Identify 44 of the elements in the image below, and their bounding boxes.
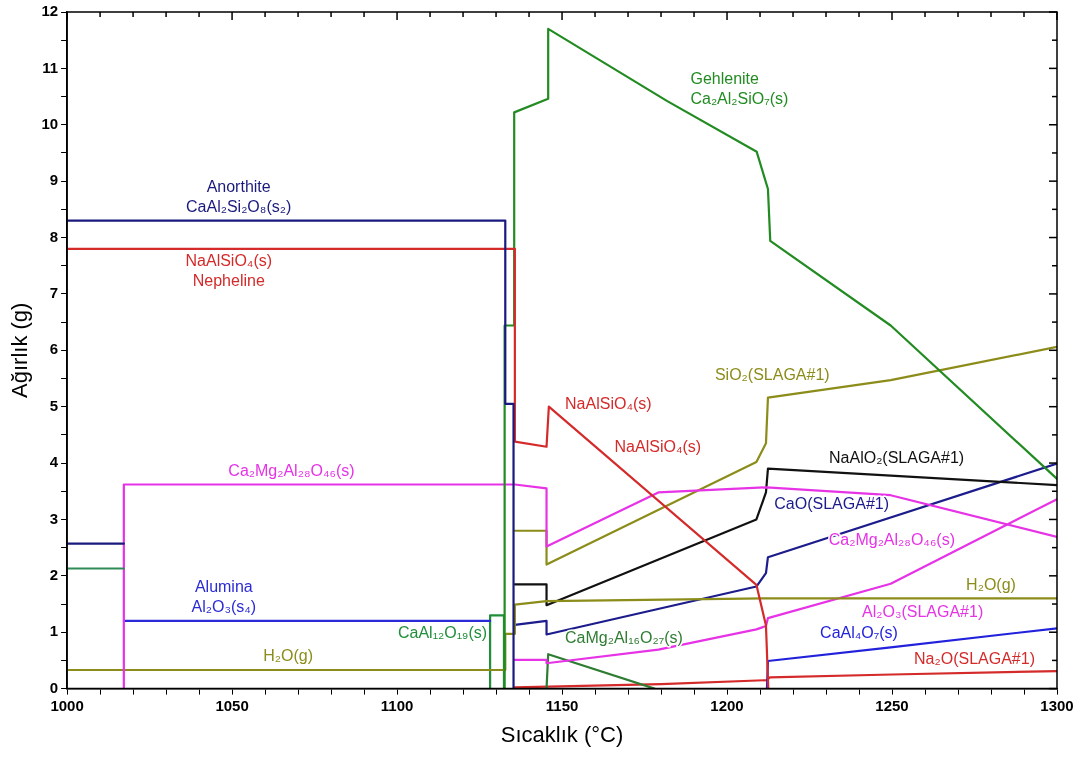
annotation: Nepheline [192, 272, 265, 290]
annotation: NaAlSiO₄(s) [185, 252, 273, 270]
y-tick-label: 1 [49, 622, 59, 640]
annotation: SiO₂(SLAGA#1) [714, 366, 830, 384]
x-axis-title: Sıcaklık (°C) [500, 721, 624, 747]
annotation: CaAl₄O₇(s) [820, 623, 898, 641]
x-tick-label: 1150 [545, 696, 579, 714]
y-tick-label: 4 [49, 453, 59, 471]
y-tick-label: 2 [49, 565, 59, 583]
annotation: CaO(SLAGA#1) [774, 494, 890, 512]
annotation: Al₂O₃(s₄) [191, 598, 257, 616]
y-tick-label: 7 [49, 284, 59, 302]
y-tick-label: 10 [41, 114, 59, 132]
annotation: Ca₂Mg₂Al₂₈O₄₆(s) [228, 461, 355, 479]
y-tick-label: 6 [49, 340, 59, 358]
y-tick-label: 0 [49, 678, 59, 696]
y-tick-label: 3 [49, 509, 59, 527]
x-tick-label: 1200 [710, 696, 744, 714]
annotation: Ca₂Al₂SiO₇(s) [690, 89, 789, 107]
annotation: CaAl₂Si₂O₈(s₂) [186, 198, 292, 216]
y-axis-title: Ağırlık (g) [7, 302, 33, 398]
x-tick-label: 1000 [50, 696, 84, 714]
x-tick-label: 1100 [380, 696, 414, 714]
annotation: CaAl₁₂O₁₉(s) [397, 623, 488, 641]
annotation: H₂O(g) [263, 647, 314, 665]
annotation: NaAlO₂(SLAGA#1) [829, 449, 965, 467]
y-tick-label: 5 [49, 396, 59, 414]
annotation: Anorthite [206, 178, 271, 196]
annotation: Alumina [194, 578, 253, 596]
annotation: Ca₂Mg₂Al₂₈O₄₆(s) [828, 530, 956, 548]
annotation: NaAlSiO₄(s) [565, 395, 652, 413]
y-tick-label: 12 [41, 2, 59, 20]
annotation: Al₂O₃(SLAGA#1) [862, 603, 984, 621]
y-tick-label: 11 [42, 58, 59, 76]
annotation: CaMg₂Al₁₆O₂₇(s) [565, 629, 683, 647]
annotation: H₂O(g) [966, 575, 1016, 593]
y-tick-label: 9 [49, 171, 59, 189]
annotation: NaAlSiO₄(s) [614, 437, 702, 455]
annotation: Gehlenite [690, 69, 760, 87]
x-tick-label: 1250 [875, 696, 909, 714]
y-tick-label: 8 [49, 227, 59, 245]
x-tick-label: 1050 [215, 696, 249, 714]
x-tick-label: 1300 [1040, 696, 1074, 714]
annotation: Na₂O(SLAGA#1) [914, 650, 1035, 668]
